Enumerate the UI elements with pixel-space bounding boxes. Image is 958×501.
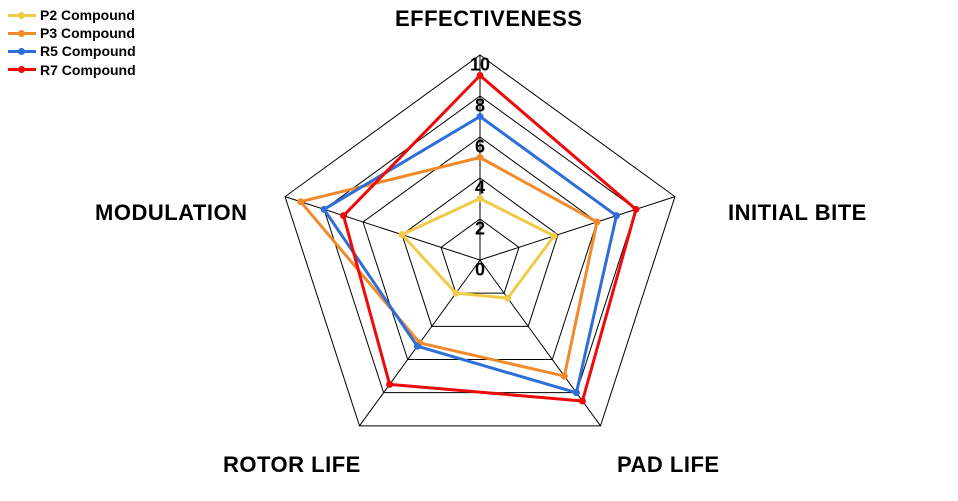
series-marker: [593, 218, 600, 225]
series-marker: [579, 397, 586, 404]
tick-label: 4: [475, 178, 485, 199]
tick-label: 6: [475, 137, 485, 158]
series-marker: [632, 206, 639, 213]
series-marker: [573, 389, 580, 396]
axis-label: INITIAL BITE: [728, 200, 867, 226]
series-marker: [561, 373, 568, 380]
series-line: [402, 199, 554, 299]
series-marker: [399, 231, 406, 238]
tick-label: 10: [470, 55, 490, 76]
axis-label: PAD LIFE: [617, 452, 720, 478]
series-marker: [414, 343, 421, 350]
tick-label: 8: [475, 96, 485, 117]
series-marker: [452, 290, 459, 297]
series-marker: [321, 206, 328, 213]
grid-spoke: [285, 197, 480, 260]
axis-label: ROTOR LIFE: [223, 452, 361, 478]
series-marker: [613, 212, 620, 219]
series-marker: [386, 381, 393, 388]
tick-label: 0: [475, 260, 485, 281]
axis-label: MODULATION: [95, 200, 247, 226]
tick-label: 2: [475, 219, 485, 240]
series-line: [324, 117, 616, 393]
series-marker: [340, 212, 347, 219]
series-marker: [297, 198, 304, 205]
series-marker: [551, 232, 558, 239]
series-marker: [504, 295, 511, 302]
axis-label: EFFECTIVENESS: [395, 6, 582, 32]
grid-spoke: [480, 197, 675, 260]
